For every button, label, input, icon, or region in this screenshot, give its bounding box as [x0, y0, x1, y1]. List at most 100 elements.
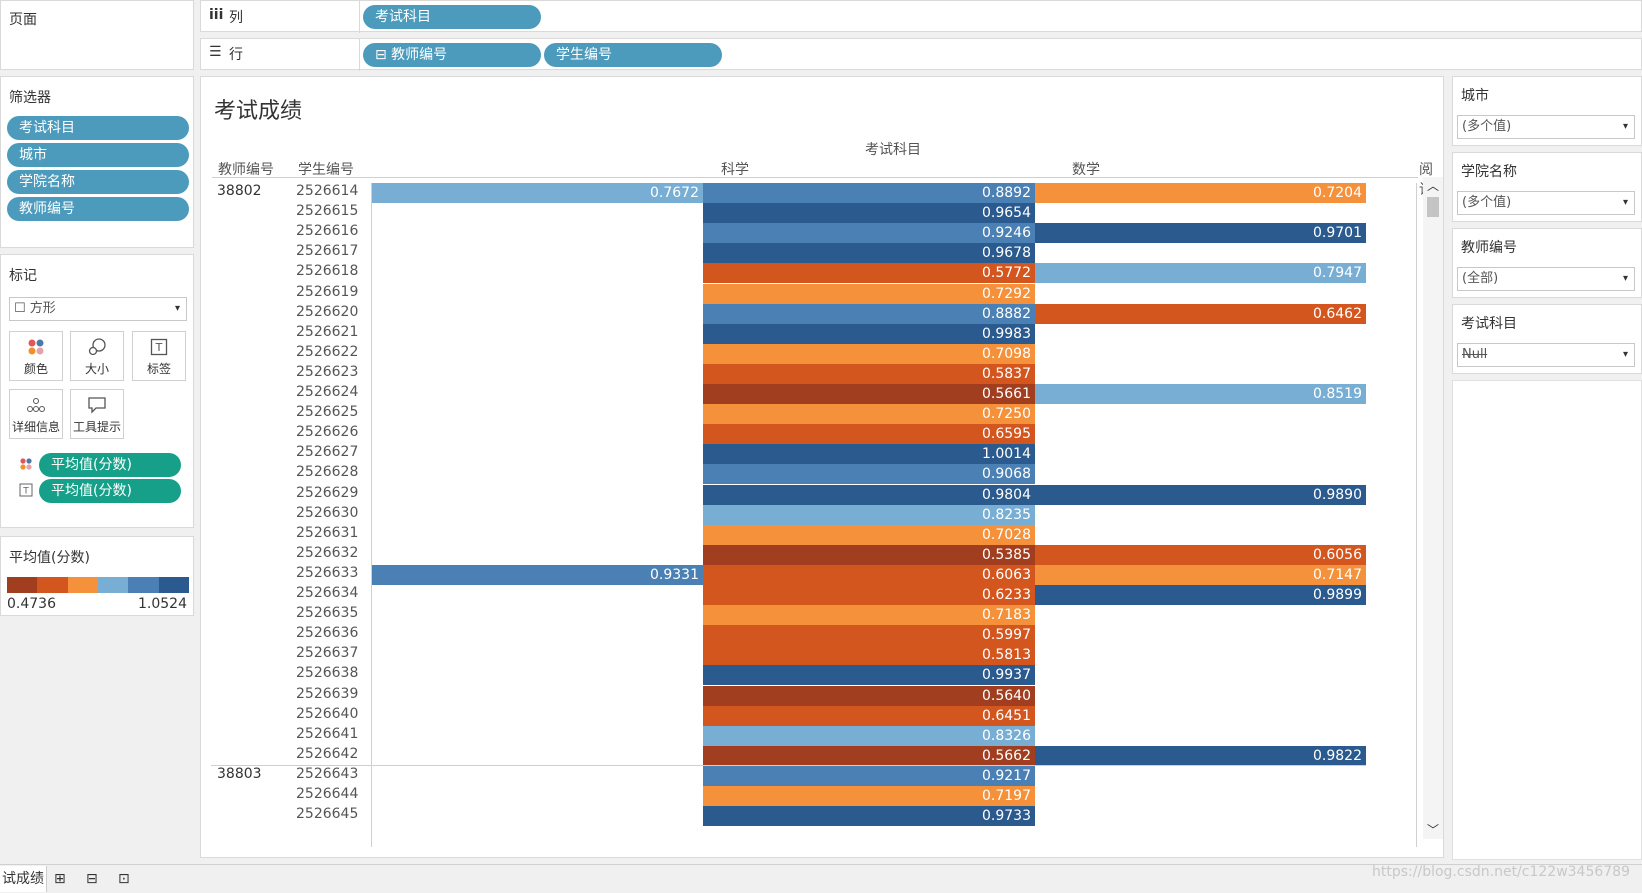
score-cell-math[interactable]: 0.8235 — [703, 505, 1035, 525]
filter-teacher-dropdown[interactable]: (全部) ▾ — [1457, 267, 1635, 291]
score-cell-math[interactable]: 0.5385 — [703, 545, 1035, 565]
student-id-cell[interactable]: 2526630 — [296, 505, 359, 521]
score-cell-math[interactable]: 0.9654 — [703, 203, 1035, 223]
teacher-id-cell[interactable]: 38802 — [217, 183, 262, 199]
score-cell-math[interactable]: 1.0014 — [703, 444, 1035, 464]
score-cell-reading[interactable]: 0.9899 — [1035, 585, 1366, 605]
student-id-cell[interactable]: 2526621 — [296, 324, 359, 340]
size-button[interactable]: 大小 — [70, 331, 124, 381]
score-cell-reading[interactable]: 0.6056 — [1035, 545, 1366, 565]
student-id-cell[interactable]: 2526631 — [296, 525, 359, 541]
student-id-cell[interactable]: 2526639 — [296, 686, 359, 702]
score-cell-math[interactable]: 0.9678 — [703, 243, 1035, 263]
filter-pill-exam-subject[interactable]: 考试科目 — [7, 116, 189, 140]
student-id-cell[interactable]: 2526625 — [296, 404, 359, 420]
student-id-cell[interactable]: 2526640 — [296, 706, 359, 722]
student-id-cell[interactable]: 2526644 — [296, 786, 359, 802]
student-id-cell[interactable]: 2526645 — [296, 806, 359, 822]
label-button[interactable]: T 标签 — [132, 331, 186, 381]
color-button[interactable]: 颜色 — [9, 331, 63, 381]
score-cell-math[interactable]: 0.5997 — [703, 625, 1035, 645]
filter-card-college[interactable]: 学院名称 (多个值) ▾ — [1452, 152, 1642, 222]
score-cell-reading[interactable]: 0.7204 — [1035, 183, 1366, 203]
label-field-pill[interactable]: 平均值(分数) — [39, 479, 181, 503]
score-cell-math[interactable]: 0.9983 — [703, 324, 1035, 344]
vertical-scrollbar[interactable]: ︿ ﹀ — [1423, 177, 1443, 839]
student-id-cell[interactable]: 2526636 — [296, 625, 359, 641]
student-id-cell[interactable]: 2526632 — [296, 545, 359, 561]
score-cell-math[interactable]: 0.7197 — [703, 786, 1035, 806]
student-id-cell[interactable]: 2526638 — [296, 665, 359, 681]
row-header-student-id[interactable]: 学生编号 — [298, 162, 354, 178]
sheet-tab[interactable]: 试成绩 — [0, 866, 47, 892]
score-cell-math[interactable]: 0.7098 — [703, 344, 1035, 364]
new-dashboard-icon[interactable]: ⊟ — [86, 871, 98, 887]
mark-type-dropdown[interactable]: ☐ 方形 ▾ — [9, 297, 187, 321]
score-cell-math[interactable]: 0.6595 — [703, 424, 1035, 444]
score-cell-math[interactable]: 0.5813 — [703, 645, 1035, 665]
filter-card-exam-subject[interactable]: 考试科目 Null ▾ — [1452, 304, 1642, 374]
student-id-cell[interactable]: 2526616 — [296, 223, 359, 239]
score-cell-reading[interactable]: 0.9890 — [1035, 485, 1366, 505]
score-cell-math[interactable]: 0.6233 — [703, 585, 1035, 605]
score-cell-science[interactable]: 0.7672 — [372, 183, 703, 203]
score-cell-math[interactable]: 0.5640 — [703, 686, 1035, 706]
score-cell-math[interactable]: 0.8882 — [703, 304, 1035, 324]
scrollbar-thumb[interactable] — [1427, 197, 1439, 217]
color-field-pill[interactable]: 平均值(分数) — [39, 453, 181, 477]
student-id-cell[interactable]: 2526643 — [296, 766, 359, 782]
score-cell-reading[interactable]: 0.9822 — [1035, 746, 1366, 766]
student-id-cell[interactable]: 2526617 — [296, 243, 359, 259]
student-id-cell[interactable]: 2526628 — [296, 464, 359, 480]
filter-pill-college[interactable]: 学院名称 — [7, 170, 189, 194]
filter-card-teacher-id[interactable]: 教师编号 (全部) ▾ — [1452, 228, 1642, 298]
col-header-math[interactable]: 数学 — [1072, 162, 1100, 178]
score-cell-math[interactable]: 0.6451 — [703, 706, 1035, 726]
scroll-down-icon[interactable]: ﹀ — [1427, 823, 1440, 837]
rows-shelf[interactable]: ☰ 行 ⊟ 教师编号 学生编号 — [200, 38, 1642, 71]
new-worksheet-icon[interactable]: ⊞ — [54, 871, 66, 887]
filter-pill-city[interactable]: 城市 — [7, 143, 189, 167]
filter-card-city[interactable]: 城市 (多个值) ▾ — [1452, 76, 1642, 146]
filter-college-dropdown[interactable]: (多个值) ▾ — [1457, 191, 1635, 215]
col-header-science[interactable]: 科学 — [721, 162, 749, 178]
student-id-cell[interactable]: 2526620 — [296, 304, 359, 320]
student-id-cell[interactable]: 2526623 — [296, 364, 359, 380]
score-cell-math[interactable]: 0.5662 — [703, 746, 1035, 766]
student-id-cell[interactable]: 2526615 — [296, 203, 359, 219]
score-cell-reading[interactable]: 0.8519 — [1035, 384, 1366, 404]
score-cell-math[interactable]: 0.8326 — [703, 726, 1035, 746]
score-cell-math[interactable]: 0.6063 — [703, 565, 1035, 585]
score-cell-math[interactable]: 0.9246 — [703, 223, 1035, 243]
teacher-id-cell[interactable]: 38803 — [217, 766, 262, 782]
student-id-cell[interactable]: 2526635 — [296, 605, 359, 621]
student-id-cell[interactable]: 2526633 — [296, 565, 359, 581]
student-id-cell[interactable]: 2526634 — [296, 585, 359, 601]
student-id-cell[interactable]: 2526641 — [296, 726, 359, 742]
score-cell-math[interactable]: 0.9217 — [703, 766, 1035, 786]
score-cell-science[interactable]: 0.9331 — [372, 565, 703, 585]
filter-pill-teacher-id[interactable]: 教师编号 — [7, 197, 189, 221]
filter-subject-dropdown[interactable]: Null ▾ — [1457, 343, 1635, 367]
student-id-cell[interactable]: 2526624 — [296, 384, 359, 400]
student-id-cell[interactable]: 2526626 — [296, 424, 359, 440]
student-id-cell[interactable]: 2526619 — [296, 284, 359, 300]
score-cell-reading[interactable]: 0.7947 — [1035, 263, 1366, 283]
columns-shelf[interactable]: iii 列 考试科目 — [200, 0, 1642, 33]
score-cell-reading[interactable]: 0.6462 — [1035, 304, 1366, 324]
scroll-up-icon[interactable]: ︿ — [1427, 179, 1440, 193]
student-id-cell[interactable]: 2526622 — [296, 344, 359, 360]
columns-pill-exam-subject[interactable]: 考试科目 — [363, 5, 541, 29]
student-id-cell[interactable]: 2526629 — [296, 485, 359, 501]
tooltip-button[interactable]: 工具提示 — [70, 389, 124, 439]
score-cell-reading[interactable]: 0.7147 — [1035, 565, 1366, 585]
student-id-cell[interactable]: 2526642 — [296, 746, 359, 762]
score-cell-math[interactable]: 0.9937 — [703, 665, 1035, 685]
score-cell-math[interactable]: 0.9733 — [703, 806, 1035, 826]
detail-button[interactable]: 详细信息 — [9, 389, 63, 439]
score-cell-math[interactable]: 0.5772 — [703, 263, 1035, 283]
score-cell-math[interactable]: 0.9804 — [703, 485, 1035, 505]
score-cell-math[interactable]: 0.7028 — [703, 525, 1035, 545]
score-cell-math[interactable]: 0.5837 — [703, 364, 1035, 384]
filter-city-dropdown[interactable]: (多个值) ▾ — [1457, 115, 1635, 139]
